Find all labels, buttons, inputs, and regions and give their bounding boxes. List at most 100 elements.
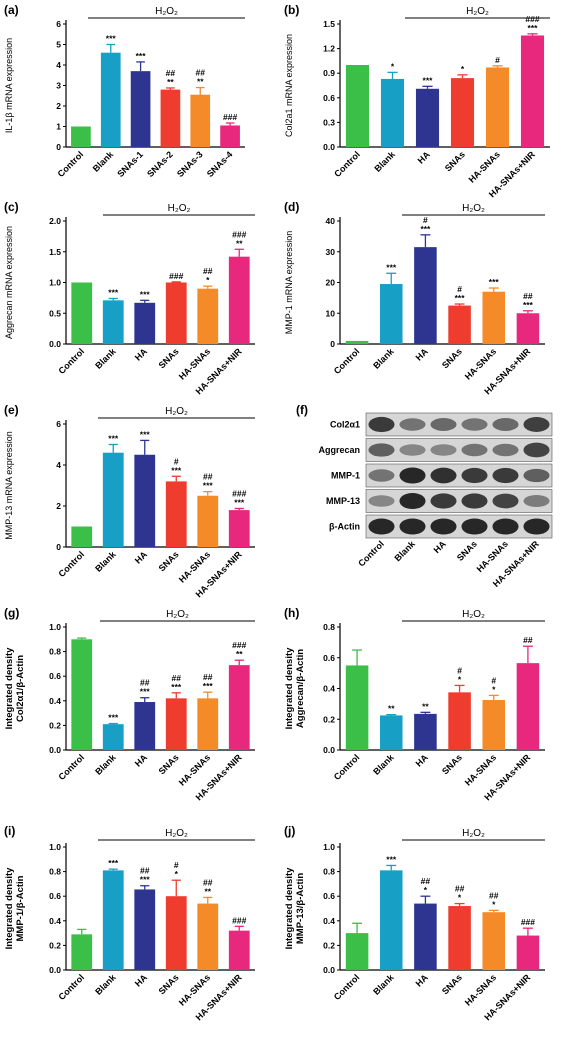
x-tick-label: SNAs-4 [205, 149, 235, 179]
significance-marker: ### [232, 229, 246, 239]
bar [228, 665, 250, 750]
bar [197, 698, 219, 750]
y-tick-label: 2 [56, 101, 61, 111]
x-tick-label: Control [332, 346, 362, 376]
bar [102, 452, 124, 547]
y-axis-label: Col2a1 mRNA expression [284, 34, 294, 137]
bar [71, 934, 93, 970]
significance-marker: *** [108, 287, 119, 297]
chart-panel: (e) 0 2 4 6 MMP-13 mRNA expression Control *** B… [4, 403, 255, 599]
blot-band [492, 418, 519, 431]
blot-band [523, 518, 550, 535]
blot-band [430, 467, 457, 484]
y-axis-label: Integrated density [4, 647, 15, 730]
significance-marker: * [391, 61, 395, 71]
x-tick-label: HA-SNAs [463, 752, 498, 787]
y-tick-label: 1.0 [323, 842, 335, 852]
significance-marker: * [175, 869, 179, 879]
significance-marker: ## [140, 866, 150, 876]
panel-label: (e) [4, 403, 19, 417]
x-tick-label: HA [133, 346, 150, 363]
y-tick-label: 0.0 [49, 339, 61, 349]
significance-marker: ## [172, 673, 182, 683]
significance-marker: *** [423, 75, 434, 85]
y-tick-label: 0.6 [323, 93, 335, 103]
western-blot-panel: (f) Col2α1 Aggrecan MMP-1 MMP-13 β-Actin Contr… [296, 403, 553, 589]
blot-band [399, 444, 426, 456]
significance-marker: ## [140, 678, 150, 688]
blot-band [399, 467, 426, 484]
significance-marker: * [206, 275, 210, 285]
y-tick-label: 0.6 [323, 891, 335, 901]
y-tick-label: 0.0 [49, 745, 61, 755]
x-tick-label: HA [414, 752, 431, 769]
treatment-label: H₂O₂ [155, 6, 178, 17]
bar [482, 700, 506, 750]
bar [134, 702, 156, 750]
blot-band [492, 443, 519, 457]
bar [448, 692, 471, 750]
blot-band [430, 444, 457, 456]
significance-marker: *** [523, 300, 534, 310]
y-tick-label: 3 [56, 81, 61, 91]
chart-panel: (a) 0 1 2 3 4 5 6 IL-1β mRNA expression Control **… [4, 3, 245, 179]
bar [190, 94, 211, 147]
y-tick-label: 0.0 [323, 745, 335, 755]
blot-lane-label: Blank [393, 538, 418, 563]
significance-marker: ## [196, 68, 206, 78]
panel-label: (h) [284, 606, 299, 620]
significance-marker: ** [236, 238, 243, 248]
y-tick-label: 0.2 [323, 714, 335, 724]
x-tick-label: Control [332, 752, 362, 782]
panel-label: (c) [4, 200, 19, 214]
y-tick-label: 1.5 [49, 247, 61, 257]
y-tick-label: 0.8 [49, 647, 61, 657]
x-tick-label: Control [56, 752, 86, 782]
bar [482, 912, 506, 970]
significance-marker: ### [232, 915, 246, 925]
blot-band [368, 443, 395, 457]
y-tick-label: 1.5 [323, 19, 335, 29]
significance-marker: ### [525, 14, 539, 24]
y-axis-label: Aggrecan/β-Actin [295, 649, 306, 728]
blot-band [368, 416, 395, 433]
significance-marker: ## [523, 635, 533, 645]
blot-row-label: β-Actin [329, 522, 360, 532]
significance-marker: *** [420, 224, 431, 234]
y-tick-label: 6 [56, 419, 61, 429]
significance-marker: # [457, 665, 462, 675]
bar [228, 256, 250, 344]
blot-row-label: MMP-13 [326, 496, 360, 506]
panel-label: (g) [4, 606, 19, 620]
significance-marker: ** [388, 704, 395, 714]
x-tick-label: Blank [371, 346, 396, 371]
y-tick-label: 0.9 [323, 68, 335, 78]
bar [228, 510, 250, 547]
significance-marker: *** [386, 262, 397, 272]
x-tick-label: Control [56, 972, 86, 1002]
significance-marker: ## [166, 68, 176, 78]
bar [165, 481, 187, 547]
y-tick-label: 0.0 [323, 142, 335, 152]
bar [414, 247, 437, 344]
blot-band [430, 518, 457, 535]
x-tick-label: HA-SNAs [463, 972, 498, 1007]
significance-marker: # [457, 284, 462, 294]
treatment-label: H₂O₂ [166, 609, 189, 620]
significance-marker: *** [106, 34, 117, 44]
significance-marker: ** [167, 77, 174, 87]
bar [448, 305, 471, 344]
significance-marker: * [492, 899, 496, 909]
treatment-label: H₂O₂ [462, 203, 485, 214]
x-tick-label: HA-SNAs [463, 346, 498, 381]
blot-band [461, 443, 488, 457]
x-tick-label: Control [332, 149, 362, 179]
blot-row-label: Col2α1 [330, 420, 360, 430]
significance-marker: ## [203, 877, 213, 887]
blot-band [523, 442, 550, 458]
blot-band [461, 418, 488, 431]
x-tick-label: Blank [373, 149, 398, 174]
blot-band [492, 467, 519, 484]
y-tick-label: 0.4 [49, 696, 61, 706]
x-tick-label: Blank [371, 752, 396, 777]
